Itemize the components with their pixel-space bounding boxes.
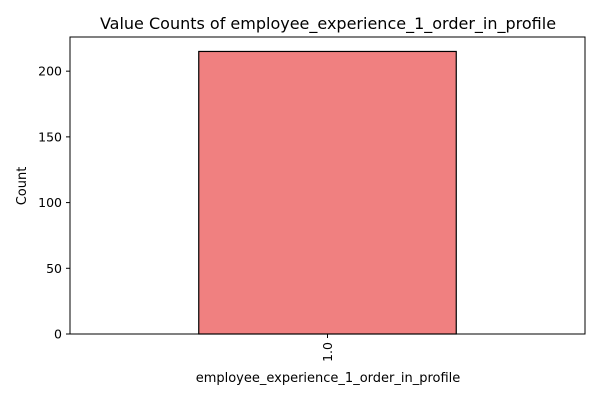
- y-tick-label: 50: [46, 261, 62, 276]
- y-axis-label: Count: [15, 167, 30, 206]
- y-axis-ticks: 0 50 100 150 200: [38, 64, 70, 342]
- y-tick-label: 0: [54, 327, 62, 342]
- y-tick-label: 150: [38, 129, 62, 144]
- bar: [198, 50, 457, 335]
- x-axis-ticks: 1.0: [320, 334, 335, 362]
- bars: [198, 50, 457, 335]
- x-axis-label: employee_experience_1_order_in_profile: [196, 371, 461, 386]
- y-tick-label: 200: [38, 64, 62, 79]
- plot-frame: [69, 36, 586, 335]
- x-tick-label: 1.0: [320, 342, 335, 362]
- chart-title: Value Counts of employee_experience_1_or…: [100, 14, 556, 34]
- y-tick-label: 100: [38, 195, 62, 210]
